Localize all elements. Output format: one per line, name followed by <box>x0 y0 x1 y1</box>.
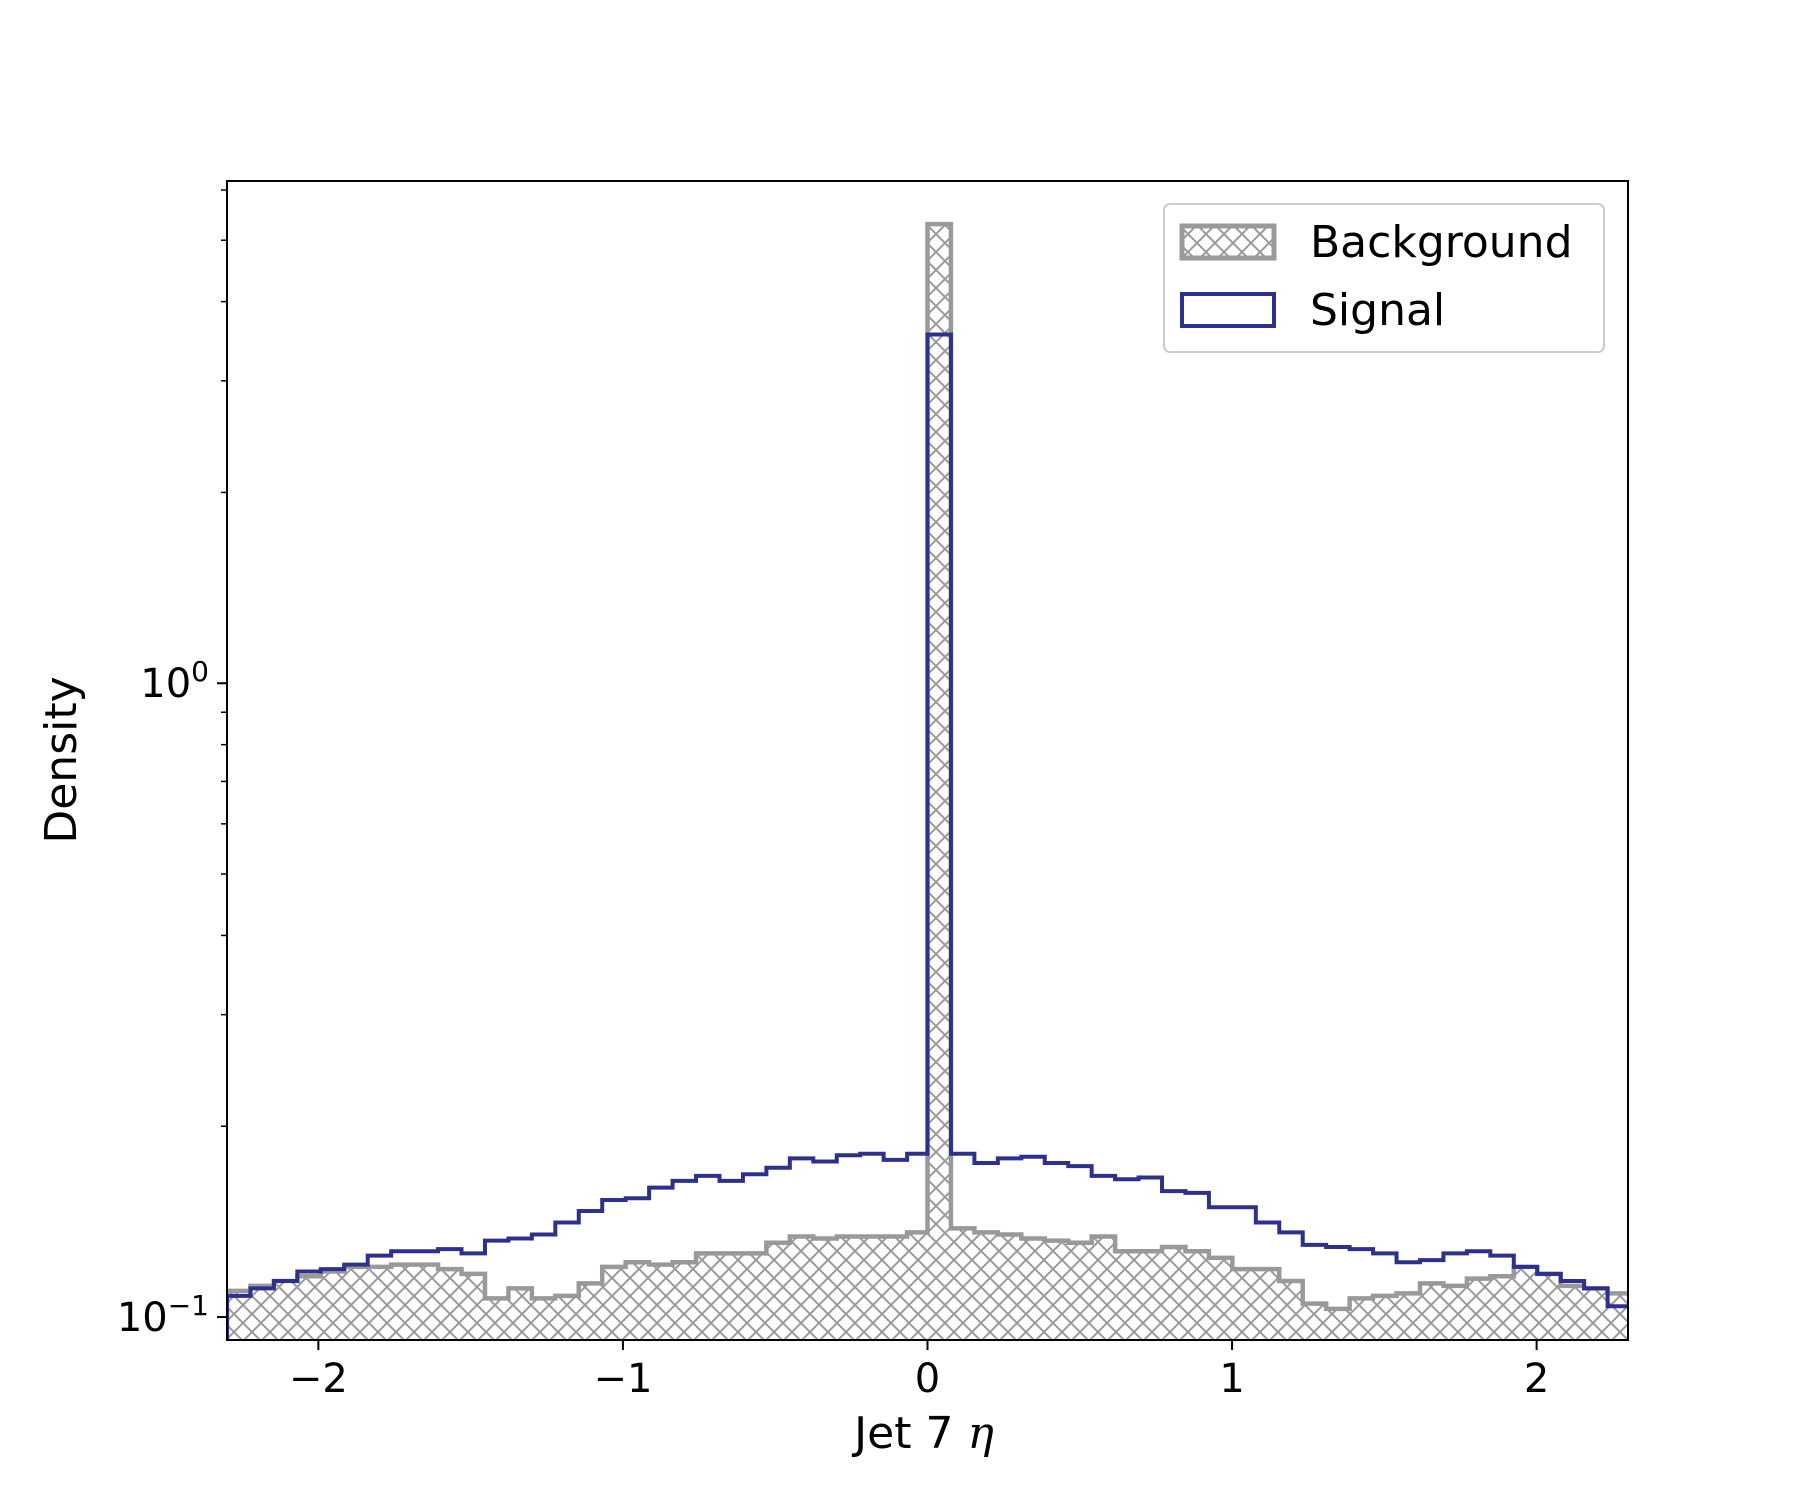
background-bar <box>1232 1269 1257 1340</box>
background-bar <box>813 1238 838 1340</box>
background-bar <box>883 1236 908 1340</box>
background-bar <box>367 1266 392 1340</box>
background-bar <box>461 1273 486 1340</box>
background-bar <box>1091 1236 1116 1340</box>
background-bar <box>1302 1303 1327 1340</box>
background-bar <box>742 1253 767 1340</box>
background-bar <box>1044 1240 1069 1340</box>
background-bar <box>250 1285 275 1340</box>
legend-swatch-signal <box>1180 292 1276 328</box>
background-bar <box>950 1228 975 1340</box>
background-bar <box>1115 1251 1140 1340</box>
background-bar <box>836 1236 861 1340</box>
background-bar <box>414 1264 439 1340</box>
background-bar <box>696 1253 720 1340</box>
background-bar <box>297 1276 322 1340</box>
legend-swatch-background <box>1179 223 1277 261</box>
background-bar <box>578 1283 603 1340</box>
background-bar <box>1466 1278 1491 1340</box>
background-bar <box>974 1232 999 1340</box>
x-tick-label: 0 <box>915 1356 940 1402</box>
background-bar <box>1326 1308 1351 1340</box>
background-bar <box>1584 1288 1609 1340</box>
x-tick-label: 1 <box>1219 1356 1244 1402</box>
background-bar <box>531 1298 556 1340</box>
background-bar <box>320 1271 345 1340</box>
x-axis-ticks: −2 −1 0 1 2 <box>289 1340 1549 1402</box>
background-bar <box>907 1232 928 1340</box>
background-bar <box>273 1280 298 1340</box>
background-bar <box>508 1288 533 1340</box>
y-tick-label: 100 <box>140 655 209 707</box>
background-bar <box>927 224 952 1340</box>
signal-step-line <box>227 332 1628 1340</box>
background-bar <box>649 1264 674 1340</box>
y-axis-ticks: 100 10−1 <box>117 189 227 1341</box>
background-bar <box>1068 1242 1093 1340</box>
plot-area <box>227 221 1628 1340</box>
background-bar <box>1513 1266 1538 1340</box>
background-bar <box>602 1266 627 1340</box>
background-bar <box>484 1298 509 1340</box>
x-tick-label: −1 <box>593 1356 652 1402</box>
background-bar <box>1537 1273 1562 1340</box>
background-bar <box>344 1266 369 1340</box>
background-bar <box>766 1242 791 1340</box>
y-tick-label: 10−1 <box>117 1289 209 1341</box>
background-bar <box>719 1253 744 1340</box>
background-bar <box>391 1264 416 1340</box>
background-bar <box>227 1290 251 1340</box>
background-bars <box>227 224 1628 1340</box>
background-bar <box>625 1262 650 1340</box>
x-tick-label: 2 <box>1524 1356 1549 1402</box>
background-bar <box>1255 1269 1280 1340</box>
background-bar <box>1021 1238 1046 1340</box>
background-bar <box>672 1262 697 1340</box>
background-bar <box>438 1269 463 1340</box>
x-axis-label-text: Jet 7 <box>851 1408 953 1459</box>
background-bar <box>1396 1293 1421 1340</box>
background-bar <box>789 1236 814 1340</box>
background-bar <box>1349 1298 1374 1340</box>
background-bar <box>1162 1246 1186 1340</box>
x-tick-label: −2 <box>289 1356 348 1402</box>
background-bar <box>1419 1283 1444 1340</box>
background-bar <box>555 1295 580 1340</box>
background-bar <box>1279 1280 1304 1340</box>
background-bar <box>997 1234 1022 1340</box>
x-axis-label: Jet 7 η <box>851 1408 994 1459</box>
y-axis-label: Density <box>36 676 87 843</box>
x-axis-label-symbol: η <box>967 1408 993 1459</box>
background-bar <box>1373 1295 1398 1340</box>
background-bar <box>1208 1257 1233 1340</box>
legend: Background Signal <box>1163 203 1605 353</box>
background-bar <box>1185 1251 1210 1340</box>
legend-label-signal: Signal <box>1310 285 1445 336</box>
background-bar <box>1490 1276 1515 1340</box>
background-bar <box>1443 1285 1468 1340</box>
background-bar <box>1560 1285 1585 1340</box>
background-bar <box>860 1236 885 1340</box>
background-bar <box>1138 1251 1163 1340</box>
legend-label-background: Background <box>1310 217 1573 268</box>
